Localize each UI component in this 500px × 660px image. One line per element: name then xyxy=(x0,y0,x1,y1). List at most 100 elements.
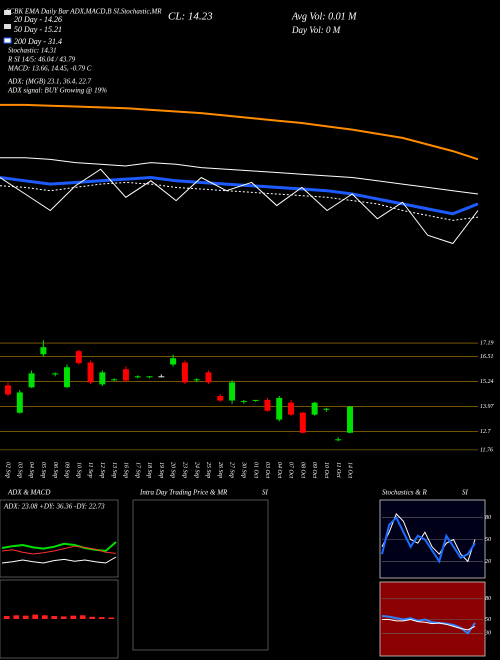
candle-body xyxy=(205,372,212,383)
histogram-bar xyxy=(41,615,48,619)
line-series xyxy=(0,181,479,221)
candle-body xyxy=(217,395,224,401)
candle-body xyxy=(16,392,23,413)
x-tick-label: 24 Sep xyxy=(193,462,200,478)
candle-body xyxy=(311,402,318,415)
header-line: 200 Day - 31.4 xyxy=(14,37,62,46)
x-tick-label: 25 Sep xyxy=(205,462,211,478)
legend-icon xyxy=(4,10,11,15)
x-tick-label: 17 Sep xyxy=(134,462,140,478)
header-line: Stochastic: 14.31 xyxy=(8,47,57,55)
candle-body xyxy=(146,376,153,378)
x-tick-label: 03 Sep xyxy=(16,462,22,478)
candle-body xyxy=(158,376,165,378)
line-series xyxy=(1,556,117,564)
x-tick-label: 02 Sep xyxy=(5,462,11,478)
candle-body xyxy=(28,373,35,388)
header-line: ADX signal: BUY Growing @ 19% xyxy=(7,87,107,95)
y-tick-label: 50 xyxy=(485,617,491,623)
panel-title: Intra Day Trading Price & MR xyxy=(139,489,228,497)
candle-body xyxy=(335,439,342,441)
candle-body xyxy=(276,397,283,420)
header-line: R SI 14/5: 46.04 / 43.79 xyxy=(7,56,76,64)
panel-title: SI xyxy=(262,489,269,497)
candle-body xyxy=(122,369,129,381)
y-tick-label: 17.19 xyxy=(480,340,494,346)
x-tick-label: 05 Sep xyxy=(40,462,46,478)
line-series xyxy=(381,515,476,564)
line-series xyxy=(0,168,479,245)
x-tick-label: 04 Oct xyxy=(276,462,283,478)
header-line: SCBK EMA Daily Bar ADX,MACD,B SI,Stochas… xyxy=(6,8,162,16)
x-tick-label: 18 Sep xyxy=(146,462,152,478)
x-tick-label: 07 Oct xyxy=(288,462,294,478)
x-tick-label: 06 Sep xyxy=(52,462,58,478)
candle-body xyxy=(181,362,188,383)
line-series xyxy=(0,157,479,195)
y-tick-label: 11.76 xyxy=(480,447,493,453)
candle-body xyxy=(288,402,295,415)
candle-body xyxy=(299,412,306,433)
histogram-bar xyxy=(51,616,58,619)
x-tick-label: 11 Sep xyxy=(87,462,93,478)
x-tick-label: 13 Sep xyxy=(111,462,117,478)
histogram-bar xyxy=(79,615,86,619)
x-tick-label: 09 Oct xyxy=(311,462,317,478)
avg-volume: Avg Vol: 0.01 M xyxy=(291,11,357,22)
candle-body xyxy=(40,347,47,355)
histogram-bar xyxy=(22,615,29,619)
x-tick-label: 19 Sep xyxy=(158,462,164,478)
close-price: CL: 14.23 xyxy=(168,11,213,23)
line-series xyxy=(0,103,479,161)
candle-body xyxy=(52,373,59,375)
x-tick-label: 08 Oct xyxy=(299,462,305,478)
day-volume: Day Vol: 0 M xyxy=(291,25,341,35)
candle-body xyxy=(229,382,236,401)
panel-title: Stochastics & R xyxy=(382,489,427,497)
x-tick-label: 30 Sep xyxy=(240,461,246,478)
histogram-bar xyxy=(70,615,77,619)
histogram-bar xyxy=(98,617,105,619)
candle-body xyxy=(252,399,259,401)
histogram-bar xyxy=(108,617,115,619)
x-tick-label: 10 Sep xyxy=(75,462,81,478)
histogram-bar xyxy=(3,616,10,619)
candle-body xyxy=(99,372,106,385)
y-tick-label: 50 xyxy=(485,537,491,543)
candle-body xyxy=(5,385,11,395)
x-tick-label: 14 Oct xyxy=(347,462,354,478)
candle-body xyxy=(347,406,353,433)
x-tick-label: 03 Oct xyxy=(264,462,270,478)
x-tick-label: 04 Sep xyxy=(28,462,35,478)
candle-body xyxy=(75,351,82,364)
y-tick-label: 13.97 xyxy=(480,404,495,410)
x-tick-label: 23 Sep xyxy=(182,462,188,478)
header-line: ADX: (MGB) 23.1, 36.4, 22.7 xyxy=(7,78,92,86)
intraday-frame xyxy=(132,499,269,651)
header-line: 50 Day - 15.21 xyxy=(14,25,62,34)
x-tick-label: 09 Sep xyxy=(64,462,70,478)
adx-frame xyxy=(0,499,119,578)
x-tick-label: 12 Sep xyxy=(99,462,105,478)
legend-icon xyxy=(3,37,12,44)
header-line: 20 Day - 14.26 xyxy=(14,15,62,24)
candle-body xyxy=(134,376,141,378)
x-tick-label: 26 Sep xyxy=(217,462,223,478)
x-tick-label: 16 Sep xyxy=(123,462,129,478)
candle-body xyxy=(170,358,177,365)
candle-body xyxy=(323,408,330,410)
x-tick-label: 11 Oct xyxy=(335,462,341,478)
x-tick-label: 10 Oct xyxy=(323,462,329,478)
histogram-bar xyxy=(60,616,67,619)
candle-body xyxy=(264,399,271,411)
histogram-bar xyxy=(89,616,96,619)
line-series xyxy=(381,513,476,563)
y-tick-label: 15.24 xyxy=(480,378,494,385)
histogram-bar xyxy=(32,614,39,619)
y-tick-label: 30 xyxy=(484,631,491,637)
legend-icon xyxy=(4,24,11,29)
line-series xyxy=(0,175,479,216)
candle-body xyxy=(240,400,247,402)
x-tick-label: 20 Sep xyxy=(170,462,176,478)
